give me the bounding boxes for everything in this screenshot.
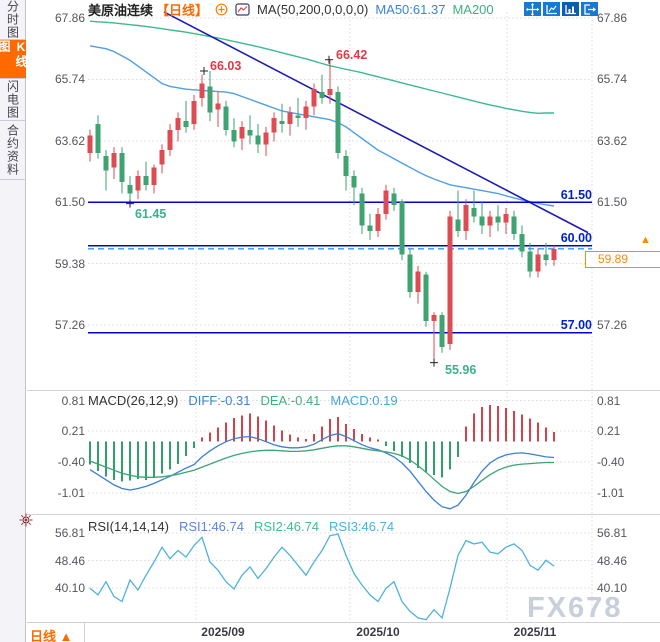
macd-y-label-right: -0.40 — [597, 455, 625, 469]
macd-histogram — [89, 405, 555, 482]
annotation-low-6145: 61.45 — [135, 207, 167, 221]
macd-y-label-left: 0.81 — [61, 394, 85, 408]
symbol-title: 美原油连续 — [88, 2, 154, 18]
sidebar-tab-time-chart[interactable]: 分时图 — [0, 0, 26, 40]
macd-diff-line — [89, 432, 555, 510]
x-axis-label-oct: 2025/10 — [356, 625, 400, 639]
horizontal-price-lines[interactable] — [88, 201, 592, 334]
trendline[interactable] — [163, 11, 589, 234]
macd-y-label-left: -0.40 — [57, 455, 85, 469]
scroll-to-latest-icon[interactable]: ▲ — [640, 234, 651, 246]
period-tag: 【日线】 — [156, 2, 209, 18]
rsi-y-label-left: 56.81 — [54, 526, 85, 540]
macd-dea-line — [89, 445, 554, 495]
macd-diff-value: DIFF:-0.31 — [188, 393, 251, 408]
main-y-label-left: 57.26 — [54, 318, 85, 332]
axis-scale-button[interactable] — [543, 2, 560, 16]
main-y-label-right: 67.86 — [597, 11, 628, 25]
hline-label-5700: 57.00 — [560, 318, 592, 332]
macd-dea-value: DEA:-0.41 — [260, 393, 321, 408]
rsi3-value: RSI3:46.74 — [329, 519, 395, 534]
panel-dividers — [27, 390, 660, 515]
rsi1-value: RSI1:46.74 — [178, 519, 244, 534]
sidebar-tab-lightning-chart[interactable]: 闪电图 — [0, 79, 26, 121]
period-selector[interactable]: 日线 ▲ — [30, 626, 73, 642]
rsi-title: RSI(14,14,14) — [88, 519, 169, 534]
macd-y-label-right: -1.01 — [597, 486, 625, 500]
x-axis-label-sep: 2025/09 — [201, 625, 245, 639]
chart-toolbar — [524, 2, 598, 16]
period-selector-label: 日线 — [30, 629, 57, 642]
main-y-label-left: 61.50 — [54, 195, 85, 209]
move-tool-button[interactable] — [524, 2, 541, 16]
exit-chart-icon — [584, 3, 596, 15]
rsi-y-label-right: 48.46 — [597, 554, 628, 568]
axis-scale-icon — [546, 4, 557, 14]
main-y-label-right: 61.50 — [597, 195, 628, 209]
rsi-y-label-right: 40.10 — [597, 581, 628, 595]
rsi-header: RSI(14,14,14) RSI1:46.74 RSI2:46.74 RSI3… — [88, 519, 394, 534]
macd-y-label-right: 0.21 — [597, 424, 621, 438]
chart-header: 美原油连续 【日线】 MA(50,200,0,0,0,0) MA50:61.37… — [88, 1, 494, 18]
sidebar: 分时图 K线图 闪电图 合约资料 — [0, 0, 28, 642]
main-y-label-left: 63.62 — [54, 134, 85, 148]
macd-title: MACD(26,12,9) — [88, 393, 179, 408]
exit-chart-button[interactable] — [581, 2, 598, 16]
hline-label-6150: 61.50 — [560, 188, 592, 202]
macd-y-label-left: -1.01 — [57, 486, 85, 500]
main-y-label-left: 59.38 — [54, 257, 85, 271]
main-y-label-left: 67.86 — [54, 11, 85, 25]
sidebar-tab-kline-chart[interactable]: K线图 — [0, 40, 28, 79]
indicator-settings-icon[interactable] — [19, 513, 33, 527]
indicator-chart-icon[interactable] — [235, 2, 250, 16]
divider — [84, 623, 85, 642]
macd-header: MACD(26,12,9) DIFF:-0.31 DEA:-0.41 MACD:… — [88, 393, 398, 408]
axis-scale-active-button[interactable] — [562, 2, 579, 16]
main-y-label-right: 63.62 — [597, 134, 628, 148]
main-y-label-right: 57.26 — [597, 318, 628, 332]
candlestick-series — [87, 59, 557, 363]
ma50-line — [89, 45, 555, 207]
ma200-value-label: MA200 — [452, 1, 494, 17]
rsi2-value: RSI2:46.74 — [253, 519, 320, 534]
sidebar-tab-contract-info[interactable]: 合约资料 — [0, 121, 26, 180]
move-icon — [525, 2, 540, 16]
rsi-y-label-right: 56.81 — [597, 526, 628, 540]
ma50-value-label: MA50:61.37 — [375, 1, 446, 17]
watermark: FX678 — [527, 592, 623, 624]
x-axis-label-nov: 2025/11 — [513, 625, 557, 639]
main-y-label-left: 65.74 — [54, 72, 85, 86]
bottom-bar: 日线 ▲ — [27, 622, 660, 642]
current-price-badge: 59.89 — [585, 251, 660, 268]
rsi-y-label-left: 48.46 — [54, 554, 85, 568]
macd-value: MACD:0.19 — [330, 393, 398, 408]
hline-label-6000: 60.00 — [560, 231, 592, 245]
annotation-high-6642: 66.42 — [336, 48, 368, 62]
chevron-up-icon: ▲ — [59, 629, 73, 642]
expand-circle-plus-icon[interactable] — [215, 3, 228, 16]
annotation-markers — [126, 55, 438, 367]
annotation-high-6603: 66.03 — [210, 59, 242, 73]
annotation-low-5596: 55.96 — [445, 363, 477, 377]
gridlines — [88, 12, 593, 620]
rsi-line — [89, 533, 555, 621]
rsi-y-label-left: 40.10 — [54, 581, 85, 595]
macd-y-label-left: 0.21 — [61, 424, 85, 438]
ma-settings-label: MA(50,200,0,0,0,0) — [257, 1, 369, 17]
macd-y-label-right: 0.81 — [597, 394, 621, 408]
main-y-label-right: 65.74 — [597, 72, 628, 86]
axis-scale-active-icon — [565, 4, 576, 14]
ma200-line — [89, 20, 554, 115]
